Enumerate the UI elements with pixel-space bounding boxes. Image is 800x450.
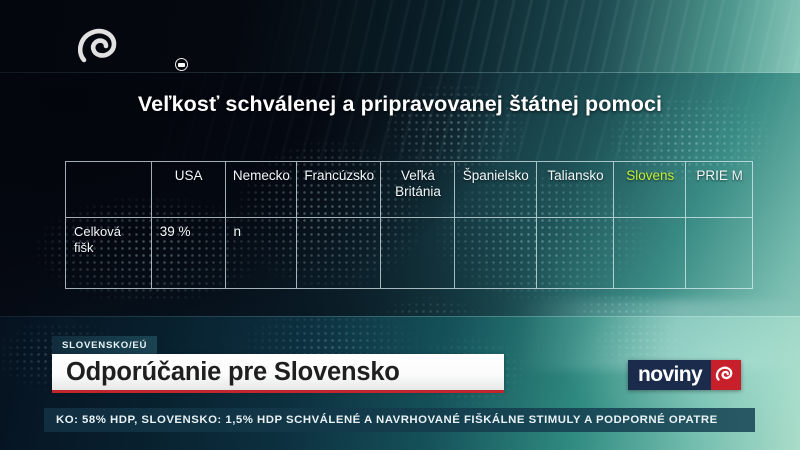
top-band bbox=[0, 0, 800, 73]
table-cell-germany: n bbox=[226, 218, 298, 288]
table-header-cell-france: Francúzsko bbox=[297, 162, 382, 217]
table-cell-average bbox=[686, 218, 752, 288]
table-header-cell-italy: Taliansko bbox=[537, 162, 615, 217]
table-cell-usa: 39 % bbox=[152, 218, 226, 288]
top-band-streaks bbox=[0, 0, 800, 73]
table-row-label: Celková fišk bbox=[66, 218, 152, 288]
table-header-cell-average: PRIE M bbox=[696, 168, 743, 183]
table-header-cell-usa: USA bbox=[152, 162, 226, 217]
table-header-average-partial: M bbox=[731, 168, 743, 183]
channel-logo bbox=[77, 26, 188, 71]
noviny-swirl-icon bbox=[711, 360, 742, 390]
background-shine bbox=[520, 300, 800, 370]
table-header-cell-spain: Španielsko bbox=[455, 162, 537, 217]
kicker-text: SLOVENSKO/EÚ bbox=[62, 339, 148, 351]
noviny-word-text: noviny bbox=[638, 363, 703, 386]
table-header-row: USA Nemecko Francúzsko Veľká Británia Šp… bbox=[66, 162, 752, 218]
noviny-wordmark: noviny bbox=[628, 360, 712, 390]
ticker-text: KO: 58% HDP, SLOVENSKO: 1,5% HDP SCHVÁLE… bbox=[56, 414, 718, 426]
lower-third-divider bbox=[0, 316, 800, 317]
table-cell-italy bbox=[537, 218, 615, 288]
table-cell-spain bbox=[455, 218, 537, 288]
headline-accent-rule bbox=[52, 390, 504, 393]
news-ticker: KO: 58% HDP, SLOVENSKO: 1,5% HDP SCHVÁLE… bbox=[44, 408, 755, 432]
table-header-cell-uk: Veľká Británia bbox=[381, 162, 455, 217]
table-cell-slovakia bbox=[614, 218, 687, 288]
lower-third-kicker: SLOVENSKO/EÚ bbox=[52, 336, 158, 354]
table-header-cell-empty bbox=[66, 162, 152, 217]
table-row: Celková fišk 39 % n bbox=[66, 218, 752, 288]
table-cell-uk bbox=[381, 218, 455, 288]
page-title: Veľkosť schválenej a pripravovanej štátn… bbox=[137, 92, 663, 116]
table-header-cell-germany: Nemecko bbox=[226, 162, 298, 217]
table-cell-france bbox=[297, 218, 382, 288]
hd-badge-icon bbox=[175, 58, 188, 71]
lower-third-headline-bar: Odporúčanie pre Slovensko bbox=[52, 354, 504, 390]
top-band-divider bbox=[0, 72, 800, 73]
table-header-cell-slovakia: Slovens bbox=[614, 162, 687, 217]
data-table: USA Nemecko Francúzsko Veľká Británia Šp… bbox=[65, 161, 753, 289]
headline-text: Odporúčanie pre Slovensko bbox=[66, 357, 400, 386]
noviny-brand-logo: noviny bbox=[628, 360, 742, 390]
